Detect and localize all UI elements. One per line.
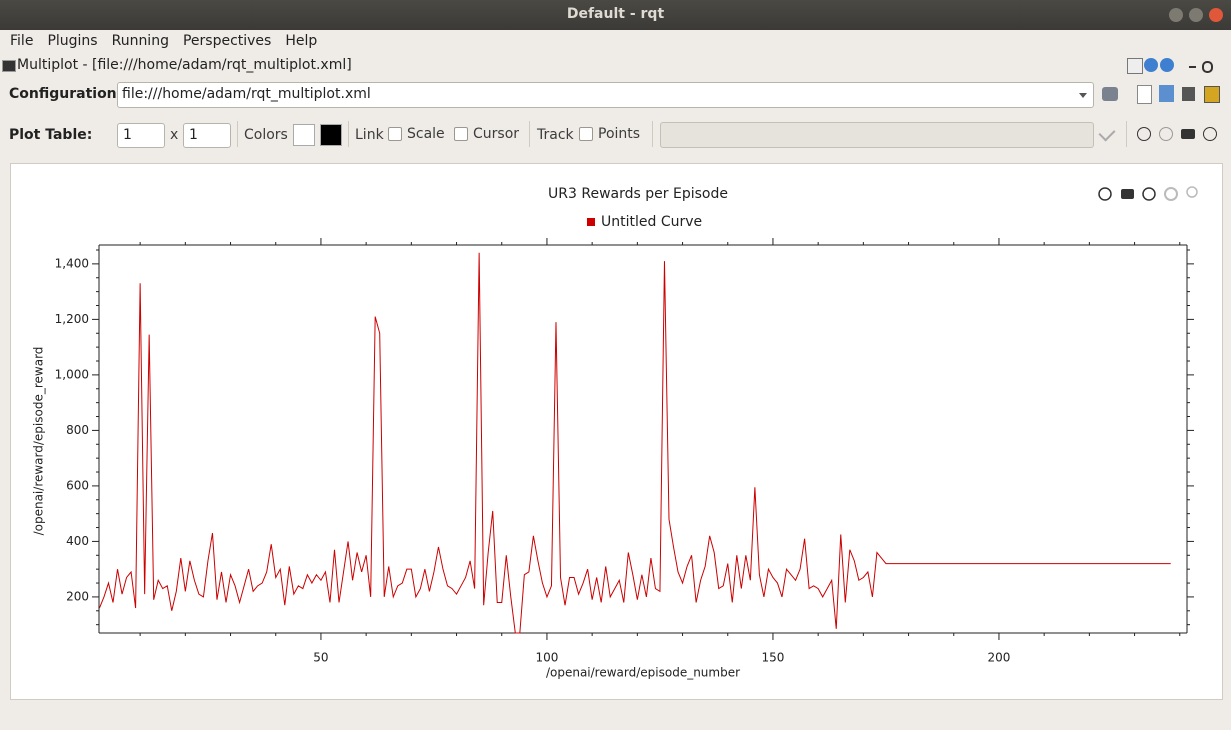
points-label: Points [598, 126, 641, 142]
configuration-combo[interactable]: file:///home/adam/rqt_multiplot.xml [117, 82, 1094, 108]
legend-swatch [587, 218, 595, 226]
title-bar: Default - rqt [0, 0, 1231, 30]
columns-spinbox[interactable]: 1 [183, 123, 231, 148]
reload-button[interactable] [1144, 58, 1158, 72]
y-tick-label: 600 [66, 478, 89, 492]
plugin-icon [2, 60, 16, 72]
menu-item[interactable]: Perspectives [182, 33, 272, 49]
x-axis-label: /openai/reward/episode_number [546, 666, 740, 680]
close-button[interactable] [1209, 8, 1223, 22]
combo-arrow [1079, 93, 1087, 98]
separator [237, 121, 238, 147]
dock-button[interactable] [1127, 58, 1143, 74]
foreground-color[interactable] [320, 124, 342, 146]
cursor-label: Cursor [473, 126, 520, 142]
help-button[interactable] [1160, 58, 1174, 72]
run-button[interactable] [1137, 127, 1151, 141]
columns-value: 1 [189, 127, 198, 143]
plot-table-label: Plot Table: [9, 127, 93, 143]
plot-settings-button[interactable] [1164, 187, 1178, 201]
menu-bar: File Plugins Running Perspectives Help [0, 30, 1231, 52]
minimize-button[interactable] [1169, 8, 1183, 22]
export-button[interactable] [1203, 127, 1217, 141]
track-label: Track [537, 127, 574, 143]
chart-title: UR3 Rewards per Episode [548, 186, 728, 202]
separator [1126, 121, 1127, 147]
x-tick-label: 200 [988, 651, 1011, 665]
menu-item[interactable]: Help [285, 33, 318, 49]
y-axis-label: /openai/reward/episode_reward [32, 347, 46, 536]
y-tick-label: 1,200 [55, 312, 89, 326]
plugin-title: Multiplot - [file:///home/adam/rqt_multi… [17, 57, 352, 73]
window-title: Default - rqt [566, 6, 665, 22]
separator [529, 121, 530, 147]
scale-checkbox[interactable] [454, 127, 468, 141]
legend-label: Untitled Curve [601, 214, 702, 230]
close-plugin[interactable] [1217, 58, 1229, 72]
x-tick-label: 50 [313, 651, 328, 665]
rows-spinbox[interactable]: 1 [117, 123, 165, 148]
new-button[interactable] [1137, 85, 1152, 104]
y-tick-label: 1,400 [55, 256, 89, 270]
menu-item[interactable]: Running [111, 33, 169, 49]
plot-zoom-button[interactable] [1186, 186, 1198, 198]
colors-label: Colors [244, 127, 288, 143]
clear-plots-button[interactable] [1181, 129, 1195, 139]
y-tick-label: 1,000 [55, 367, 89, 381]
maximize-button[interactable] [1189, 8, 1203, 22]
scale-label: Scale [407, 126, 445, 142]
x-tick-label: 150 [762, 651, 785, 665]
times-label: x [170, 127, 179, 143]
x-tick-label: 100 [535, 651, 558, 665]
open-button[interactable] [1159, 85, 1174, 102]
menu-item[interactable]: Plugins [47, 33, 98, 49]
configuration-label: Configuration: [9, 86, 123, 102]
configuration-value: file:///home/adam/rqt_multiplot.xml [122, 86, 371, 102]
plot-export-button[interactable] [1142, 187, 1156, 201]
save-button[interactable] [1182, 87, 1195, 101]
url-field[interactable] [660, 122, 1094, 148]
float-plugin[interactable] [1202, 61, 1213, 73]
plot-panel: UR3 Rewards per Episode Untitled Curve /… [10, 163, 1223, 700]
separator [348, 121, 349, 147]
pause-button[interactable] [1159, 127, 1173, 141]
background-color[interactable] [293, 124, 315, 146]
track-checkbox[interactable] [579, 127, 593, 141]
plot-run-button[interactable] [1098, 187, 1112, 201]
save-as-button[interactable] [1204, 86, 1220, 103]
menu-item[interactable]: File [10, 33, 34, 49]
link-label: Link [355, 127, 384, 143]
rows-value: 1 [123, 127, 132, 143]
link-checkbox[interactable] [388, 127, 402, 141]
chart: UR3 Rewards per Episode Untitled Curve /… [32, 186, 1198, 680]
clear-button[interactable] [1102, 87, 1118, 101]
y-tick-label: 800 [66, 423, 89, 437]
curve [98, 252, 1171, 634]
y-tick-label: 200 [66, 589, 89, 603]
minimize-plugin[interactable] [1189, 66, 1196, 68]
separator [652, 121, 653, 147]
y-tick-label: 400 [66, 534, 89, 548]
apply-button[interactable] [1098, 124, 1116, 142]
plot-clear-button[interactable] [1121, 189, 1134, 199]
